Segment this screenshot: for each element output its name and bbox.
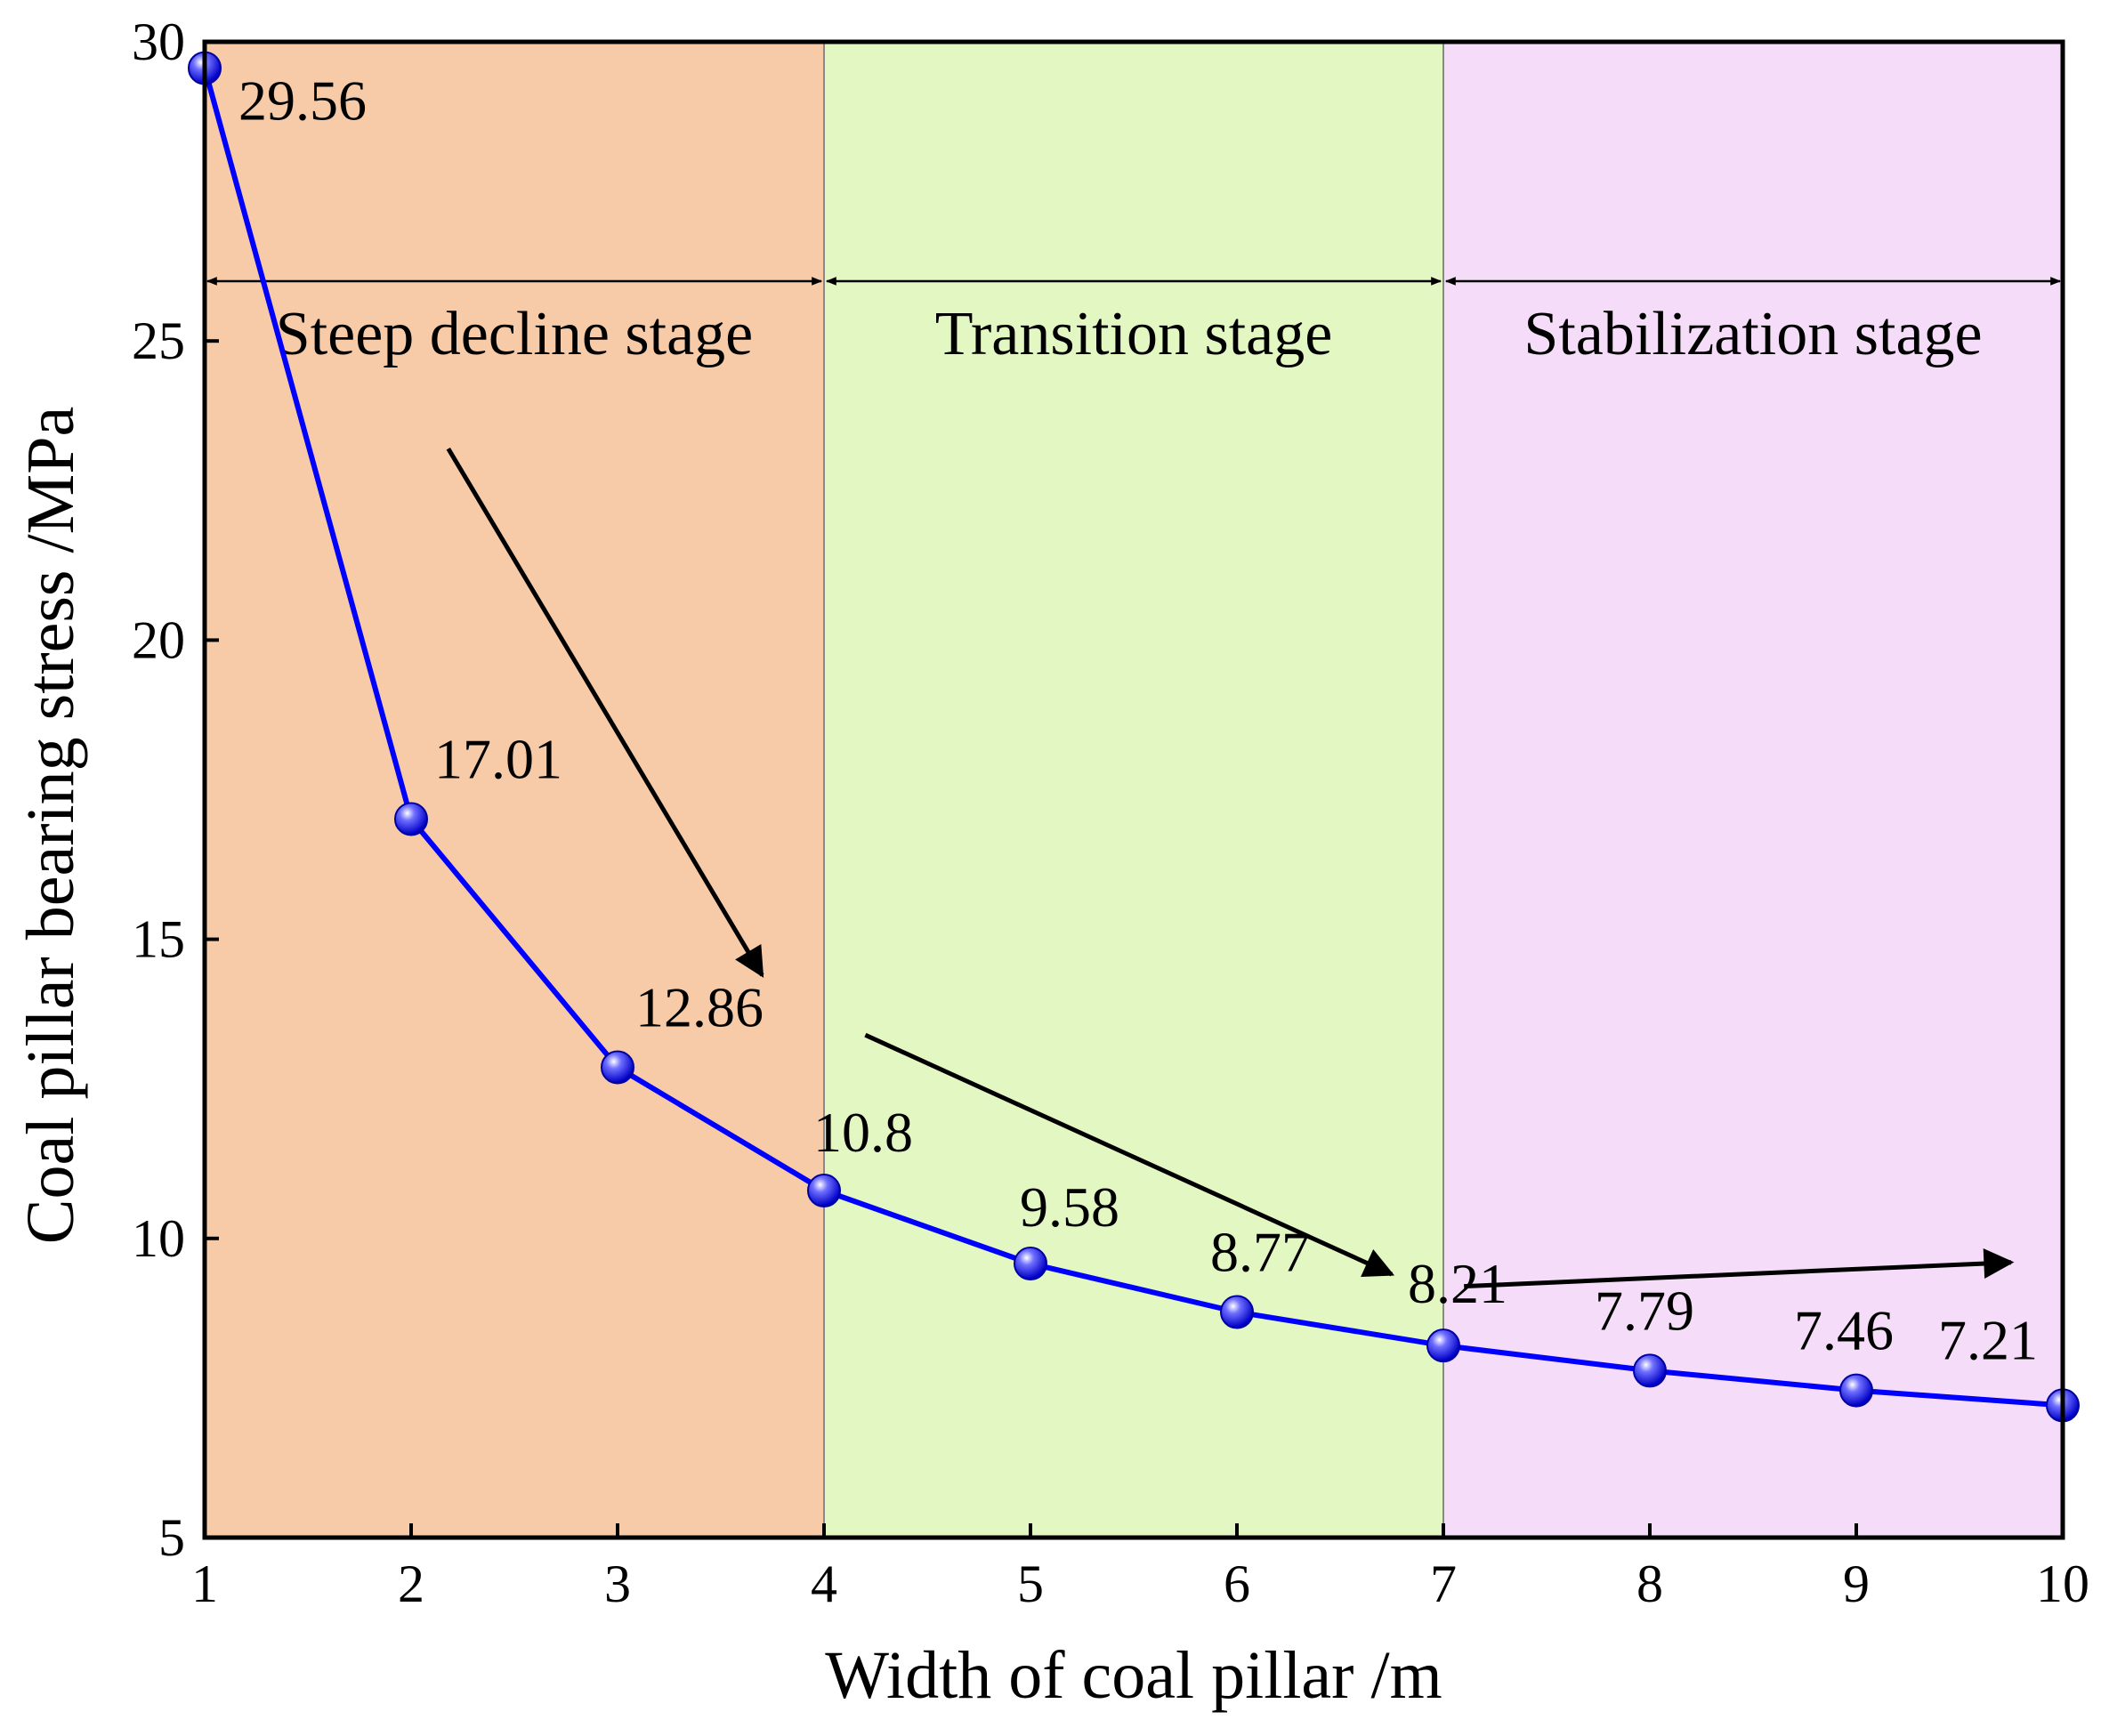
y-tick-label-10: 10 [132, 1209, 185, 1268]
series-line [202, 67, 2064, 1409]
x-tick-label-3: 3 [604, 1554, 631, 1613]
y-axis-title: Coal pillar bearing stress /MPa [13, 407, 88, 1244]
data-point-x7 [1426, 1328, 1460, 1363]
x-axis-ticks: 1 2 3 4 5 6 7 8 9 10 [191, 1523, 2089, 1613]
x-tick-label-6: 6 [1224, 1554, 1250, 1613]
data-labels: 29.56 17.01 12.86 10.8 9.58 8.77 8.21 7.79 7.46 7… [238, 69, 2038, 1372]
x-tick-label-9: 9 [1843, 1554, 1870, 1613]
data-point-x3 [601, 1050, 634, 1085]
data-point-x5 [1014, 1247, 1047, 1281]
data-label-x4: 10.8 [813, 1101, 913, 1164]
data-label-x6: 8.77 [1210, 1221, 1310, 1284]
data-label-x9: 7.46 [1794, 1299, 1894, 1362]
data-point-x4 [807, 1174, 841, 1208]
x-tick-label-10: 10 [2036, 1554, 2089, 1613]
x-axis-title: Width of coal pillar /m [825, 1638, 1442, 1713]
trend-arrow-1 [446, 447, 764, 978]
trend-arrows [446, 447, 2015, 1289]
y-tick-label-20: 20 [132, 610, 185, 669]
stage-label-stabilization-stage: Stabilization stage [1523, 300, 1982, 368]
data-point-x9 [1839, 1373, 1873, 1408]
x-tick-label-7: 7 [1430, 1554, 1457, 1613]
y-axis-ticks: 5 10 15 20 25 30 [132, 12, 219, 1567]
stage-label-steep-decline-stage: Steep decline stage [276, 300, 753, 368]
series-line-0 [202, 67, 2064, 1409]
data-label-x1: 29.56 [238, 69, 367, 133]
trend-arrow-3 [1464, 1248, 2015, 1289]
y-tick-label-25: 25 [132, 311, 185, 370]
stage-band-steep-decline-stage [205, 42, 824, 1538]
y-tick-label-15: 15 [132, 910, 185, 969]
data-point-x8 [1633, 1353, 1667, 1388]
data-label-x8: 7.79 [1595, 1279, 1694, 1342]
plot-frame [202, 39, 2065, 1540]
data-label-x3: 12.86 [635, 975, 764, 1038]
stage-dividers [823, 42, 1444, 1538]
stage-bands [205, 42, 2063, 1538]
stage-band-stabilization-stage [1443, 42, 2063, 1538]
stage-label-transition-stage: Transition stage [935, 300, 1333, 368]
data-point-x2 [394, 802, 428, 836]
data-point-x6 [1220, 1295, 1254, 1329]
y-tick-label-30: 30 [132, 12, 185, 71]
stage-labels: Steep decline stage Transition stage Stabi… [276, 300, 1983, 368]
data-label-x10: 7.21 [1938, 1308, 2038, 1371]
data-label-x5: 9.58 [1020, 1175, 1119, 1239]
x-tick-label-4: 4 [811, 1554, 837, 1613]
stage-band-transition-stage [824, 42, 1443, 1538]
x-tick-label-2: 2 [398, 1554, 424, 1613]
data-label-x2: 17.01 [434, 727, 562, 790]
x-tick-label-8: 8 [1636, 1554, 1663, 1613]
x-tick-label-5: 5 [1017, 1554, 1044, 1613]
x-tick-label-1: 1 [191, 1554, 218, 1613]
data-label-x7: 8.21 [1408, 1252, 1507, 1315]
y-tick-label-5: 5 [158, 1508, 185, 1567]
trend-arrow-2 [864, 1032, 1395, 1277]
